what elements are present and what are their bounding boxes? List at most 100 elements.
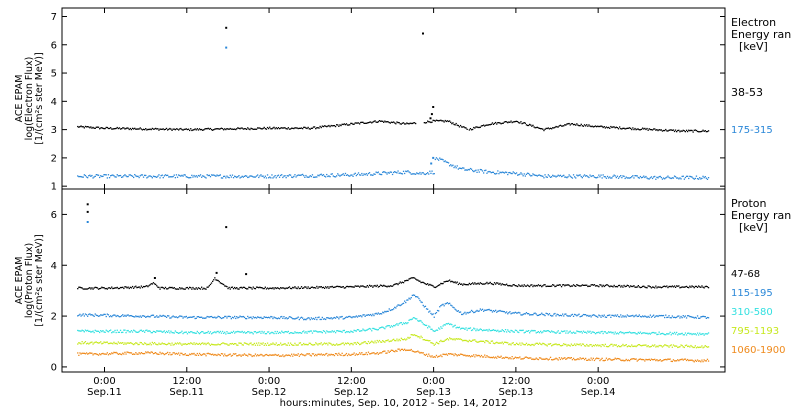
electron-data-point: [693, 178, 695, 180]
proton-data-point: [587, 314, 589, 317]
proton-data-point: [226, 317, 228, 319]
electron-data-point: [640, 128, 643, 130]
proton-data-point: [274, 353, 276, 356]
proton-data-point: [643, 359, 645, 361]
proton-data-point: [108, 353, 111, 355]
proton-data-point: [114, 314, 116, 316]
proton-data-point: [104, 353, 106, 355]
electron-data-point: [445, 120, 447, 123]
proton-data-point: [101, 343, 103, 345]
electron-data-point: [534, 127, 536, 129]
proton-data-point: [470, 283, 473, 285]
proton-data-point: [631, 358, 633, 360]
proton-data-point: [175, 343, 178, 345]
electron-data-point: [703, 177, 705, 179]
proton-data-point: [580, 315, 582, 317]
proton-data-point: [329, 286, 331, 288]
proton-legend-title-line: [keV]: [739, 221, 768, 234]
proton-data-point: [575, 285, 577, 287]
proton-data-point: [271, 343, 273, 345]
proton-data-point: [700, 286, 702, 288]
proton-data-point: [542, 331, 544, 333]
proton-data-point: [236, 344, 238, 346]
electron-data-point: [633, 128, 635, 131]
proton-data-point: [559, 284, 562, 286]
proton-data-point: [493, 342, 496, 345]
electron-data-point: [452, 164, 454, 166]
proton-data-point: [180, 343, 182, 345]
proton-data-point: [579, 285, 581, 287]
proton-data-point: [298, 287, 300, 290]
electron-data-point: [309, 128, 311, 130]
electron-data-point: [129, 174, 131, 176]
proton-data-point: [191, 352, 193, 355]
proton-data-point: [202, 342, 204, 344]
proton-data-point: [226, 286, 228, 288]
proton-data-point: [622, 286, 624, 288]
proton-data-point: [495, 309, 497, 311]
proton-data-point: [341, 342, 343, 344]
electron-data-point: [190, 128, 192, 130]
electron-data-point: [521, 173, 523, 175]
proton-data-point: [500, 355, 502, 357]
electron-data-point: [450, 121, 452, 123]
proton-data-point: [634, 358, 636, 360]
proton-data-point: [476, 341, 478, 343]
electron-data-point: [643, 128, 645, 130]
proton-data-point: [110, 342, 112, 344]
electron-data-point: [204, 176, 206, 178]
proton-data-point: [370, 313, 372, 316]
proton-data-point: [510, 344, 512, 346]
proton-data-point: [258, 331, 260, 333]
proton-data-point: [438, 310, 440, 312]
proton-data-point: [662, 285, 665, 288]
proton-data-point: [566, 330, 568, 332]
proton-data-point: [105, 287, 107, 290]
proton-data-point: [391, 285, 394, 287]
proton-data-point: [703, 346, 705, 348]
proton-data-point: [119, 353, 122, 355]
proton-data-point: [463, 327, 465, 330]
electron-data-point: [690, 176, 692, 178]
electron-data-point: [262, 175, 264, 177]
proton-data-point: [277, 332, 280, 334]
proton-data-point: [254, 288, 257, 290]
electron-data-point: [122, 127, 124, 129]
proton-data-point: [155, 283, 157, 286]
proton-data-point: [293, 344, 295, 346]
proton-data-point: [357, 342, 360, 344]
proton-data-point: [520, 314, 522, 316]
proton-data-point: [589, 314, 591, 317]
electron-data-point: [702, 175, 704, 177]
proton-data-point: [212, 332, 214, 334]
proton-data-point: [533, 358, 535, 361]
proton-data-point: [237, 355, 239, 357]
proton-data-point: [184, 316, 186, 318]
proton-data-point: [593, 284, 596, 286]
proton-data-point: [508, 358, 510, 360]
proton-data-point: [563, 357, 565, 359]
proton-data-point: [524, 285, 526, 287]
proton-data-point: [199, 288, 202, 290]
electron-data-point: [518, 174, 520, 176]
electron-data-point: [389, 122, 391, 124]
proton-data-point: [268, 344, 270, 346]
proton-data-point: [451, 353, 453, 355]
electron-data-point: [425, 173, 428, 175]
proton-data-point: [506, 311, 508, 313]
proton-data-point: [96, 353, 99, 356]
electron-data-point: [129, 127, 131, 130]
proton-data-point: [201, 331, 203, 333]
electron-data-point: [556, 175, 558, 177]
proton-data-point: [646, 345, 648, 348]
electron-data-point: [111, 174, 113, 176]
proton-data-point: [111, 352, 113, 354]
proton-data-point: [130, 342, 133, 344]
proton-data-point: [383, 284, 385, 286]
proton-data-point: [241, 354, 243, 356]
proton-data-point: [187, 316, 190, 319]
electron-data-point: [646, 127, 648, 130]
electron-data-point: [504, 121, 507, 123]
electron-data-point: [613, 126, 615, 128]
electron-data-point: [310, 127, 312, 129]
